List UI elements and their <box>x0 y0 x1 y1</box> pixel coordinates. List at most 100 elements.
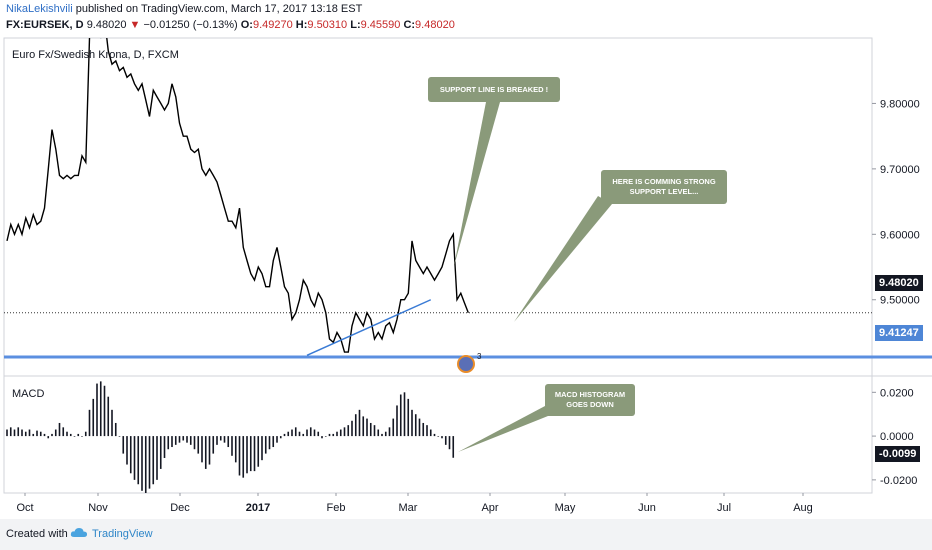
macd-bar <box>437 436 440 437</box>
macd-bar <box>332 433 335 437</box>
macd-bar <box>231 436 233 456</box>
macd-bar <box>133 436 136 480</box>
macd-bar <box>279 436 282 439</box>
low-label: L: <box>350 19 361 31</box>
macd-bar <box>448 436 451 450</box>
macd-bar <box>13 429 16 437</box>
macd-bar <box>283 433 286 437</box>
indicator-badge-icon <box>457 355 475 373</box>
macd-bar <box>21 429 23 437</box>
author-link[interactable]: NikaLekishvili <box>6 3 73 15</box>
macd-bar <box>103 385 106 437</box>
macd-bar <box>276 436 278 443</box>
macd-bar <box>58 422 61 437</box>
macd-bar <box>148 436 151 489</box>
macd-tick-label-2: -0.0200 <box>880 475 917 487</box>
macd-bar <box>77 433 80 437</box>
macd-bar <box>358 409 361 437</box>
callout-support-breaked[interactable]: SUPPORT LINE IS BREAKED ! <box>428 77 560 102</box>
macd-bar <box>212 436 215 454</box>
macd-bar <box>257 436 260 467</box>
macd-bar <box>388 427 391 437</box>
macd-bar <box>407 398 410 437</box>
open-label: O: <box>240 19 253 31</box>
macd-bar <box>24 431 27 437</box>
price-badge: 9.48020 <box>875 275 923 291</box>
macd-bar <box>362 416 365 437</box>
x-tick-label-5: Mar <box>399 502 418 514</box>
macd-bar <box>261 436 263 461</box>
macd-bar <box>309 427 312 437</box>
macd-bar <box>238 436 241 476</box>
macd-bar <box>291 429 293 437</box>
macd-bar <box>253 436 256 472</box>
macd-badge: -0.0099 <box>875 446 921 462</box>
x-tick-label-8: Jun <box>638 502 656 514</box>
macd-bar <box>298 431 301 437</box>
macd-bar <box>411 409 413 437</box>
tradingview-link[interactable]: TradingView <box>92 528 153 540</box>
macd-bar <box>39 431 42 437</box>
macd-bar <box>264 436 267 454</box>
macd-bar <box>81 436 83 437</box>
macd-bar <box>6 429 8 437</box>
macd-bar <box>366 418 368 437</box>
callout-macd-down[interactable]: MACD HISTOGRAM GOES DOWN <box>545 384 635 416</box>
tradingview-logo-icon <box>70 528 88 537</box>
macd-bar <box>54 429 57 437</box>
macd-title: MACD <box>12 388 45 400</box>
macd-bar <box>156 436 158 480</box>
y-tick-label-0: 9.80000 <box>880 98 920 110</box>
macd-bar <box>246 436 248 474</box>
macd-bar <box>369 422 372 437</box>
macd-bar <box>381 433 383 437</box>
last-price-value: 9.48020 <box>86 19 127 31</box>
macd-bar <box>43 433 46 437</box>
x-tick-label-9: Jul <box>717 502 731 514</box>
macd-bar <box>84 431 87 437</box>
macd-bar <box>144 436 147 493</box>
macd-bar <box>141 436 143 491</box>
macd-bar <box>384 431 387 437</box>
macd-bar <box>313 429 316 437</box>
macd-bar <box>204 436 207 469</box>
x-tick-label-4: Feb <box>327 502 346 514</box>
price-series-line <box>6 38 469 353</box>
macd-bar <box>234 436 237 463</box>
macd-bar <box>114 422 117 437</box>
macd-bar <box>126 436 128 465</box>
macd-bar <box>403 392 406 437</box>
macd-bar <box>118 436 121 437</box>
x-tick-label-10: Aug <box>793 502 813 514</box>
high-value: 9.50310 <box>307 19 348 31</box>
macd-bar <box>47 436 50 439</box>
macd-bar <box>99 381 102 437</box>
low-value: 9.45590 <box>360 19 401 31</box>
macd-bar <box>392 418 395 437</box>
macd-bar <box>452 436 455 458</box>
macd-bar <box>167 436 170 450</box>
callout-pointer-macd-down <box>458 406 548 452</box>
macd-tick-label-0: 0.0200 <box>880 387 914 399</box>
macd-bar <box>129 436 132 474</box>
chart-title: Euro Fx/Swedish Krona, D, FXCM <box>12 49 179 61</box>
callout-coming-support[interactable]: HERE IS COMMING STRONG SUPPORT LEVEL... <box>601 170 727 204</box>
indicator-badge-count: 3 <box>477 352 482 361</box>
macd-bar <box>28 429 31 437</box>
change-value: −0.01250 (−0.13%) <box>143 19 238 31</box>
x-tick-label-0: Oct <box>16 502 33 514</box>
y-tick-label-1: 9.70000 <box>880 164 920 176</box>
price-chart[interactable]: 9.80000 9.70000 9.60000 9.50000 0.0200 0.0000… <box>0 0 932 519</box>
macd-bar <box>201 436 203 463</box>
callout-pointer-coming-support <box>514 196 612 322</box>
macd-bar <box>174 436 177 445</box>
macd-bar <box>306 429 308 437</box>
created-with-text: Created with <box>6 528 68 540</box>
callout-pointer-support-breaked <box>454 102 500 266</box>
macd-bar <box>268 436 271 450</box>
macd-bar <box>137 436 140 485</box>
macd-bar <box>189 436 192 445</box>
macd-bar <box>32 433 35 437</box>
macd-bar <box>88 409 91 437</box>
footer: Created with TradingView <box>0 519 932 550</box>
